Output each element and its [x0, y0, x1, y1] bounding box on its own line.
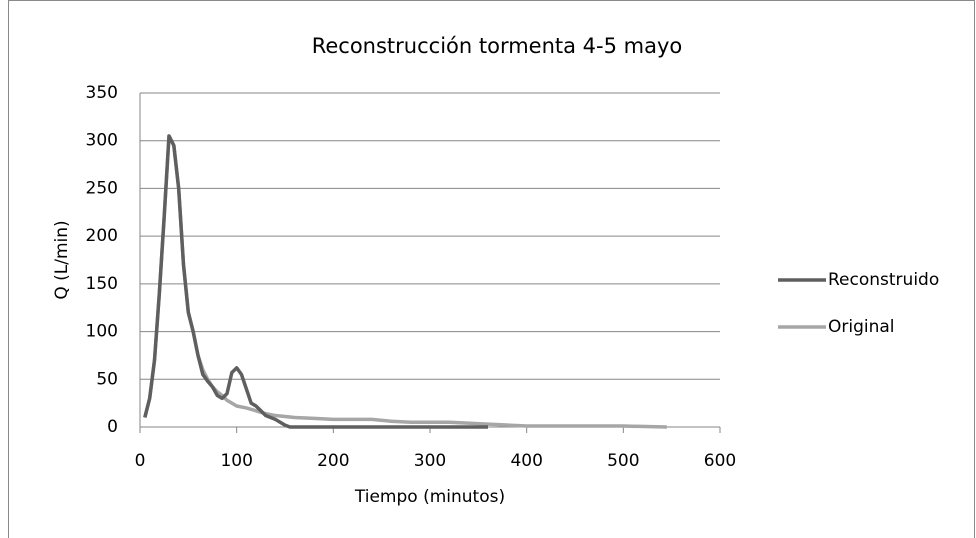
y-tick-label: 50	[96, 369, 118, 389]
x-tick-label: 600	[704, 451, 736, 471]
y-axis-label: Q (L/min)	[52, 220, 72, 299]
y-tick-label: 150	[86, 274, 118, 294]
chart-border	[8, 0, 975, 538]
y-tick-label: 300	[86, 131, 118, 151]
y-tick-label: 100	[86, 322, 118, 342]
x-tick-label: 200	[317, 451, 349, 471]
x-axis-label: Tiempo (minutos)	[354, 487, 505, 507]
y-tick-label: 250	[86, 178, 118, 198]
x-tick-label: 0	[135, 451, 146, 471]
y-tick-label: 0	[107, 417, 118, 437]
x-tick-label: 400	[510, 451, 542, 471]
y-tick-label: 350	[86, 83, 118, 103]
legend-label: Reconstruido	[828, 270, 939, 290]
series-line	[143, 134, 488, 429]
x-tick-label: 300	[414, 451, 446, 471]
x-tick-label: 500	[607, 451, 639, 471]
series-line	[143, 134, 667, 429]
chart-title: Reconstrucción tormenta 4-5 mayo	[312, 34, 683, 58]
x-tick-label: 100	[220, 451, 252, 471]
legend-label: Original	[828, 317, 895, 337]
y-tick-label: 200	[86, 226, 118, 246]
